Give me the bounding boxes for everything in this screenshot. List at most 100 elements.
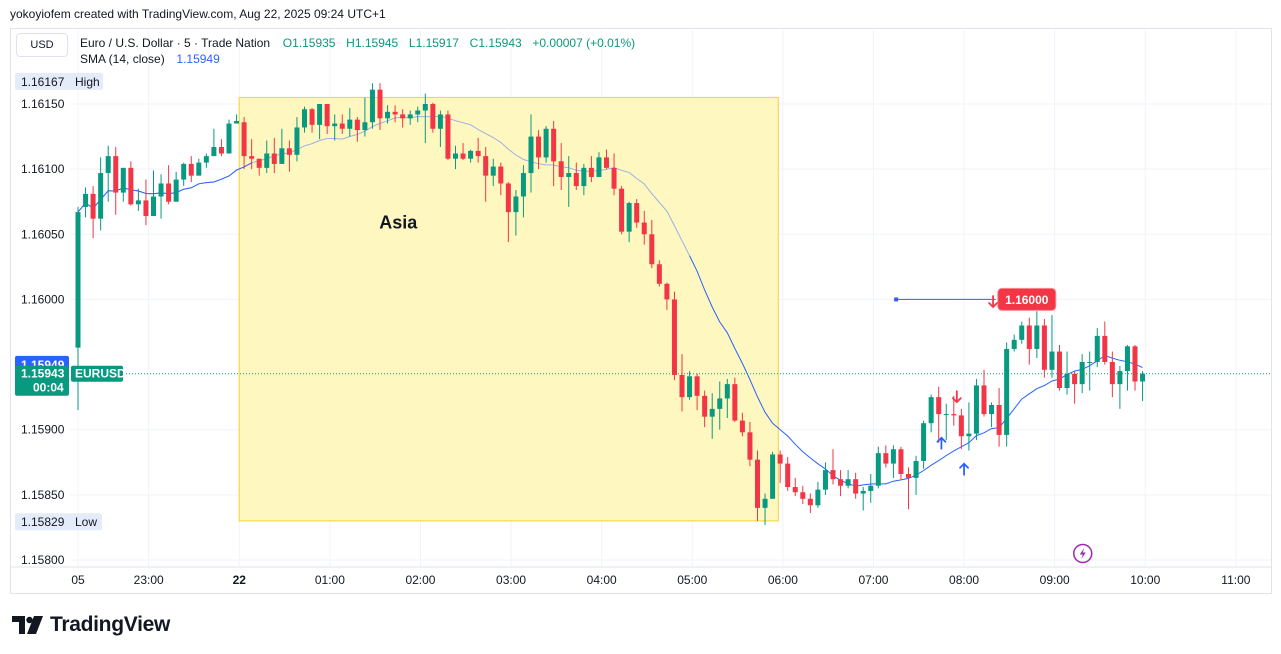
candle-body bbox=[566, 173, 572, 177]
candle bbox=[604, 149, 609, 170]
price-axis-countdown: 00:04 bbox=[33, 381, 64, 395]
candle-body bbox=[151, 196, 156, 217]
candle bbox=[626, 201, 632, 243]
symbol-tag-text: EURUSD bbox=[75, 367, 126, 381]
candle bbox=[483, 146, 489, 202]
candle-body bbox=[317, 104, 323, 125]
candle-body bbox=[581, 167, 587, 187]
candle bbox=[1132, 345, 1138, 391]
candle bbox=[853, 472, 859, 499]
legend-change: +0.00007 (+0.01%) bbox=[532, 36, 636, 50]
candle bbox=[211, 128, 217, 157]
candle-body bbox=[354, 119, 360, 131]
candle-body bbox=[453, 153, 458, 159]
candle-body bbox=[362, 122, 368, 131]
candle-body bbox=[551, 128, 557, 162]
lightning-bolt-icon bbox=[1079, 547, 1086, 559]
axes-layer: 1.16150 1.16100 1.16050 1.16000 1.15900 1.158… bbox=[11, 97, 1271, 587]
legend-symbol[interactable]: Euro / U.S. Dollar · 5 · Trade Nation bbox=[80, 36, 271, 50]
tradingview-logo-text: TradingView bbox=[50, 613, 171, 636]
x-tick-label: 10:00 bbox=[1130, 573, 1160, 587]
candle bbox=[1072, 371, 1078, 404]
y-tick-label: 1.15900 bbox=[21, 423, 65, 437]
candle bbox=[958, 408, 964, 450]
candle-body bbox=[339, 123, 345, 129]
candle-body bbox=[279, 148, 285, 164]
legend-row-main: Euro / U.S. Dollar · 5 · Trade Nation O1… bbox=[80, 35, 635, 51]
candle-body bbox=[128, 167, 134, 205]
high-label-text: High bbox=[75, 75, 100, 89]
low-label-text: Low bbox=[75, 515, 97, 529]
tradingview-logo[interactable]: TradingView bbox=[12, 612, 170, 638]
candle-body bbox=[853, 479, 859, 494]
candle bbox=[83, 187, 89, 218]
candle-body bbox=[596, 157, 602, 177]
candle bbox=[369, 83, 375, 129]
candle-body bbox=[475, 150, 481, 157]
candle-body bbox=[687, 376, 693, 398]
candle-body bbox=[656, 264, 662, 284]
candle bbox=[520, 165, 526, 218]
candle-body bbox=[536, 136, 542, 158]
level-line-tag[interactable] bbox=[997, 287, 1057, 311]
candle bbox=[898, 446, 904, 480]
candle bbox=[1094, 328, 1100, 368]
candle-body bbox=[807, 498, 813, 506]
candle bbox=[815, 481, 821, 508]
candle-body bbox=[604, 157, 609, 168]
candle bbox=[921, 420, 927, 469]
candle bbox=[1011, 334, 1017, 352]
asia-session-box bbox=[238, 96, 779, 522]
candle-body bbox=[1087, 361, 1093, 363]
candle-body bbox=[694, 376, 700, 396]
candle-body bbox=[755, 459, 760, 508]
candle-body bbox=[649, 234, 655, 265]
candle-body bbox=[271, 153, 277, 164]
candle-body bbox=[392, 111, 398, 115]
candle bbox=[362, 97, 368, 137]
x-tick-label: 09:00 bbox=[1040, 573, 1070, 587]
legend-sma-label[interactable]: SMA (14, close) bbox=[80, 52, 165, 66]
candle bbox=[906, 467, 911, 510]
candle-body bbox=[958, 415, 964, 437]
legend-low: L1.15917 bbox=[408, 36, 459, 50]
candle bbox=[1034, 311, 1040, 359]
candle bbox=[860, 487, 866, 511]
candle-body bbox=[98, 173, 104, 219]
candle-body bbox=[347, 119, 353, 129]
low-label bbox=[15, 513, 102, 531]
legend-sma-value: 1.15949 bbox=[176, 52, 220, 66]
candle bbox=[188, 156, 194, 183]
candle-body bbox=[460, 153, 466, 159]
y-tick-label: 1.16100 bbox=[21, 162, 65, 176]
chart-credit: yokoyiofem created with TradingView.com,… bbox=[10, 7, 386, 21]
candle bbox=[173, 171, 179, 202]
overlay-layer: 1.16000 bbox=[126, 287, 1271, 564]
candle bbox=[143, 179, 149, 226]
candle bbox=[762, 493, 768, 525]
candle-body bbox=[135, 200, 141, 205]
y-tick-label: 1.16000 bbox=[21, 292, 65, 306]
candle bbox=[286, 140, 292, 172]
buy-arrow-icon bbox=[959, 462, 969, 476]
candle-body bbox=[90, 193, 96, 219]
currency-button[interactable]: USD bbox=[16, 33, 68, 57]
candle bbox=[226, 119, 232, 154]
candle-body bbox=[906, 474, 911, 478]
legend-row-sma: SMA (14, close) 1.15949 bbox=[80, 51, 635, 67]
level-line-anchor[interactable] bbox=[894, 297, 899, 302]
candle bbox=[619, 186, 625, 235]
candle bbox=[181, 162, 187, 187]
candle-body bbox=[800, 492, 806, 499]
candle-body bbox=[860, 490, 866, 494]
candle-body bbox=[664, 283, 670, 300]
candle bbox=[1124, 345, 1130, 391]
candle-body bbox=[1117, 371, 1123, 385]
candle bbox=[475, 137, 481, 163]
x-tick-label: 23:00 bbox=[134, 573, 164, 587]
candle-body bbox=[1034, 325, 1040, 349]
candle-body bbox=[732, 384, 738, 421]
candle-body bbox=[702, 395, 708, 417]
candle bbox=[158, 174, 164, 219]
